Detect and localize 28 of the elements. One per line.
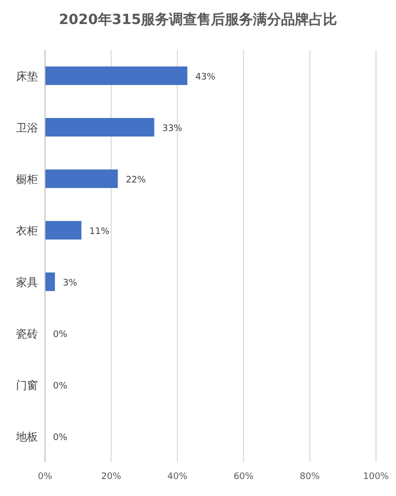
- y-tick-label: 家具: [16, 276, 38, 289]
- data-label: 0%: [53, 432, 68, 443]
- x-tick-label: 100%: [363, 472, 390, 482]
- chart-title: 2020年315服务调查售后服务满分品牌占比: [58, 11, 338, 28]
- x-tick-label: 40%: [167, 472, 188, 482]
- data-label: 11%: [89, 226, 110, 237]
- data-label: 0%: [53, 330, 68, 340]
- data-label: 33%: [162, 124, 183, 134]
- y-tick-label: 床垫: [16, 70, 38, 83]
- data-label: 43%: [195, 72, 216, 82]
- bar: [45, 272, 55, 292]
- data-label: 3%: [62, 278, 78, 288]
- y-tick-label: 瓷砖: [16, 327, 38, 340]
- x-tick-label: 0%: [38, 472, 53, 482]
- y-tick-label: 地板: [15, 430, 38, 444]
- x-tick-label: 60%: [234, 472, 254, 482]
- x-tick-label: 20%: [101, 472, 122, 482]
- x-tick-label: 80%: [300, 472, 320, 482]
- y-tick-label: 衣柜: [16, 224, 38, 238]
- bar: [45, 118, 154, 137]
- data-label: 22%: [126, 175, 146, 186]
- bar: [45, 169, 118, 188]
- y-tick-label: 门窗: [16, 378, 38, 392]
- bar: [45, 66, 188, 86]
- y-tick-label: 橱柜: [16, 172, 38, 186]
- data-label: 0%: [53, 381, 68, 392]
- bar: [45, 220, 82, 240]
- y-tick-label: 卫浴: [16, 121, 38, 134]
